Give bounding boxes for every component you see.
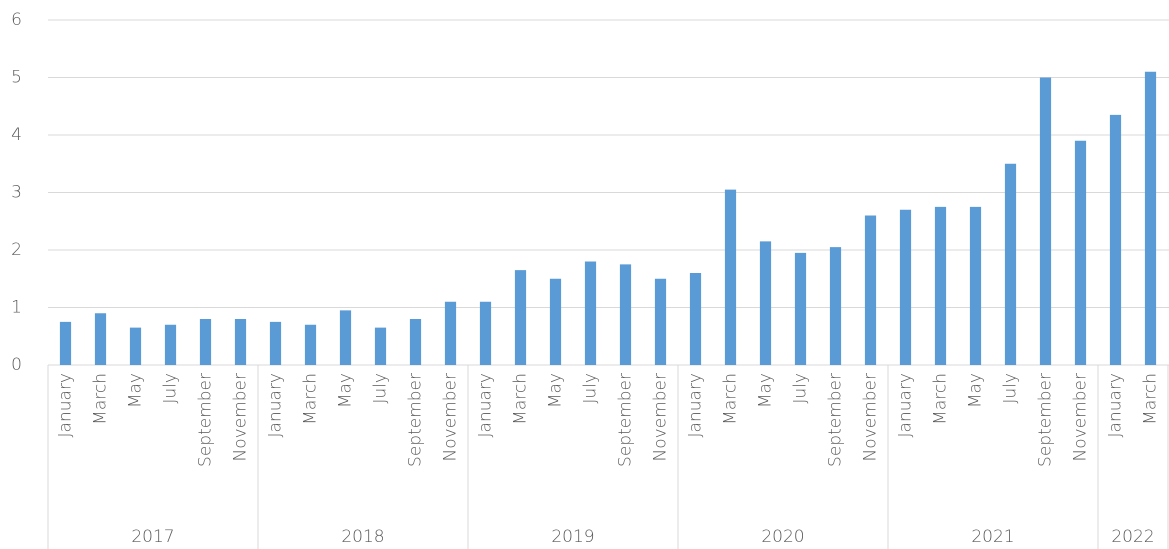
bar <box>864 215 877 365</box>
x-tick-label: May <box>756 373 776 408</box>
bar <box>1039 77 1052 365</box>
x-tick-label: November <box>441 373 461 461</box>
bar <box>654 278 667 365</box>
x-tick-label: November <box>651 373 671 461</box>
bar <box>339 310 352 365</box>
bar <box>59 321 72 365</box>
bar <box>234 319 247 365</box>
x-tick-label: July <box>161 373 181 404</box>
x-tick-label: March <box>931 373 951 425</box>
x-tick-label: September <box>1036 373 1056 467</box>
x-tick-label: January <box>896 373 916 437</box>
y-tick-label: 6 <box>11 10 22 30</box>
bar <box>269 321 282 365</box>
group-label: 2019 <box>551 527 594 547</box>
x-tick-label: July <box>581 373 601 404</box>
x-tick-label: March <box>301 373 321 425</box>
bar <box>549 278 562 365</box>
x-tick-label: March <box>511 373 531 425</box>
x-tick-label: September <box>826 373 846 467</box>
x-tick-label: May <box>126 373 146 408</box>
y-tick-label: 2 <box>11 240 22 260</box>
bar <box>724 189 737 365</box>
x-tick-label: November <box>861 373 881 461</box>
x-tick-label: September <box>616 373 636 467</box>
x-tick-label: May <box>966 373 986 408</box>
x-tick-label: July <box>371 373 391 404</box>
x-tick-label: July <box>791 373 811 404</box>
bar <box>164 324 177 365</box>
bar <box>619 264 632 365</box>
bar <box>1004 163 1017 365</box>
group-label: 2022 <box>1111 527 1154 547</box>
x-tick-label: September <box>406 373 426 467</box>
bar <box>829 247 842 365</box>
bar <box>1109 114 1122 365</box>
x-tick-label: May <box>336 373 356 408</box>
x-tick-label: July <box>1001 373 1021 404</box>
x-tick-label: November <box>231 373 251 461</box>
bar <box>479 301 492 365</box>
x-tick-label: September <box>196 373 216 467</box>
bar <box>129 327 142 365</box>
y-tick-label: 3 <box>11 183 22 203</box>
bar <box>934 206 947 365</box>
x-tick-label: January <box>686 373 706 437</box>
bar <box>1074 140 1087 365</box>
bar <box>514 270 527 365</box>
x-tick-label: January <box>56 373 76 437</box>
y-tick-label: 0 <box>11 355 22 375</box>
bar <box>409 319 422 365</box>
x-tick-label: January <box>266 373 286 437</box>
bar <box>759 241 772 365</box>
x-tick-label: January <box>476 373 496 437</box>
x-tick-label: January <box>1106 373 1126 437</box>
x-tick-label: May <box>546 373 566 408</box>
group-label: 2020 <box>761 527 804 547</box>
group-label: 2021 <box>971 527 1014 547</box>
bar <box>374 327 387 365</box>
bar <box>689 273 702 365</box>
x-tick-label: March <box>1141 373 1161 425</box>
bar <box>794 252 807 365</box>
bar <box>899 209 912 365</box>
x-tick-label: March <box>721 373 741 425</box>
group-label: 2018 <box>341 527 384 547</box>
bar <box>969 206 982 365</box>
bar <box>444 301 457 365</box>
bar <box>1144 71 1157 365</box>
x-tick-label: November <box>1071 373 1091 461</box>
y-tick-label: 1 <box>11 298 22 318</box>
bar <box>94 313 107 365</box>
bar <box>199 319 212 365</box>
bar <box>304 324 317 365</box>
group-label: 2017 <box>131 527 174 547</box>
y-tick-label: 5 <box>11 68 22 88</box>
bar <box>584 261 597 365</box>
x-tick-label: March <box>91 373 111 425</box>
y-tick-label: 4 <box>11 125 22 145</box>
